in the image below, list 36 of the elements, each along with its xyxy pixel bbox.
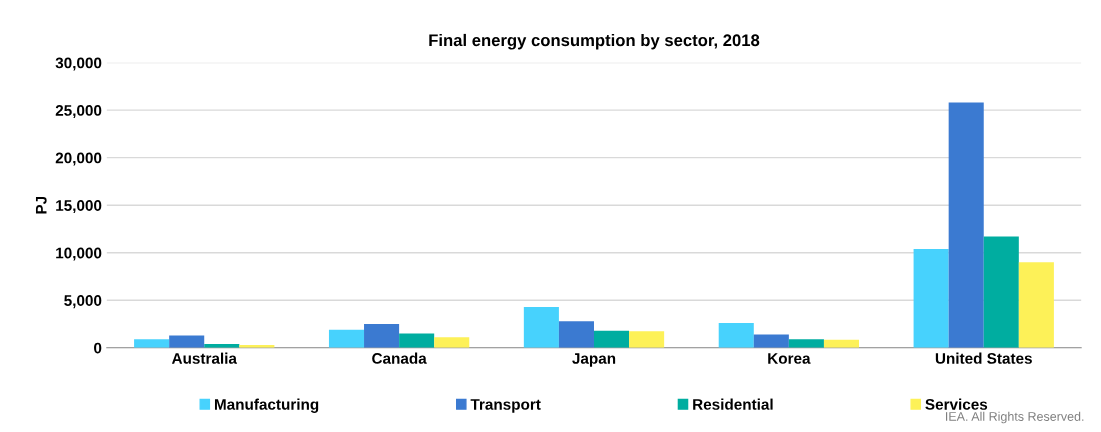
bar [1018,262,1054,348]
y-tick-label: 30,000 [55,57,102,71]
x-tick-label: United States [935,352,1032,364]
x-tick-label: Japan [572,353,616,367]
bar [169,335,205,348]
chart-title: Final energy consumption by sector, 2018 [429,33,760,50]
y-tick-label: 15,000 [56,200,102,214]
y-tick-label: 5,000 [64,295,102,309]
legend-label: Residential [693,398,773,410]
x-tick-label: Canada [372,352,427,364]
bar [913,248,949,348]
legend-label: Transport [470,399,541,413]
bar [983,236,1019,348]
y-axis-title: PJ [35,196,47,214]
bar [558,321,594,348]
y-tick-label: 25,000 [55,105,102,119]
x-tick-label: Australia [171,352,238,364]
y-tick-label: 0 [94,342,102,354]
y-tick-label: 10,000 [56,247,102,261]
bar [788,339,824,348]
x-tick-label: Korea [768,353,811,364]
bar [364,324,400,348]
bar [629,331,665,348]
y-tick-label: 20,000 [55,152,102,166]
bar [753,334,789,348]
bar [328,329,365,348]
bar [434,337,470,348]
bar [134,339,170,348]
bar [718,323,754,348]
text: IEA. All Rights Reserved. [946,411,1084,424]
bar [523,306,559,348]
legend-label: Services [925,398,988,410]
bar [399,333,435,348]
bar [948,102,984,348]
legend-label: Manufacturing [214,398,319,413]
bar [593,330,630,348]
